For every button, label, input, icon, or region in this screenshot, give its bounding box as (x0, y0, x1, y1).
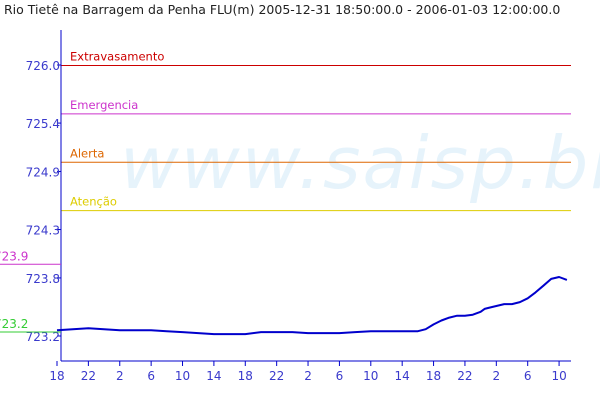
threshold-label-1: Emergencia (70, 98, 138, 112)
x-tick-label-4: 10 (175, 369, 190, 383)
y-tick-label-3: 724.3 (26, 224, 60, 238)
x-tick-label-3: 6 (147, 369, 155, 383)
x-tick-label-6: 18 (238, 369, 253, 383)
x-tick-label-5: 14 (206, 369, 221, 383)
x-tick-label-10: 10 (363, 369, 378, 383)
threshold-label-0: Extravasamento (70, 50, 164, 64)
x-tick-label-11: 14 (395, 369, 410, 383)
y-tick-label-2: 724.9 (26, 165, 60, 179)
max-value-label: 723.9 (0, 249, 28, 263)
y-tick-label-0: 726.0 (26, 59, 60, 73)
y-tick-label-5: 723.2 (26, 330, 60, 344)
series-line-0 (56, 276, 568, 336)
x-tick-label-14: 2 (492, 369, 500, 383)
x-tick-label-16: 10 (551, 369, 566, 383)
threshold-lines: Extravasamento Emergencia Alerta Atenção (61, 50, 571, 212)
watermark-text: www.saisp.br (120, 121, 600, 205)
threshold-label-2: Alerta (70, 146, 104, 160)
min-value-label: 723.2 (0, 317, 28, 331)
x-axis-ticks: 18 22 2 6 10 14 18 22 2 6 10 14 18 22 2 6 10 (49, 361, 567, 383)
x-tick-label-2: 2 (116, 369, 124, 383)
chart-axes (60, 30, 571, 362)
x-tick-label-12: 18 (426, 369, 441, 383)
x-tick-label-1: 22 (81, 369, 96, 383)
y-axis-ticks: 726.0 725.4 724.9 724.3 723.8 723.2 (26, 59, 61, 344)
series-group (56, 276, 568, 336)
x-tick-label-13: 22 (457, 369, 472, 383)
chart-title: Rio Tietê na Barragem da Penha FLU(m) 20… (4, 2, 561, 17)
x-tick-label-7: 22 (269, 369, 284, 383)
min-max-labels: 723.9 723.2 (0, 249, 61, 333)
x-tick-label-0: 18 (49, 369, 64, 383)
threshold-label-3: Atenção (70, 195, 117, 209)
y-tick-label-1: 725.4 (26, 117, 60, 131)
x-tick-label-15: 6 (524, 369, 532, 383)
x-tick-label-8: 2 (304, 369, 312, 383)
x-tick-label-9: 6 (336, 369, 344, 383)
y-tick-label-4: 723.8 (26, 272, 60, 286)
